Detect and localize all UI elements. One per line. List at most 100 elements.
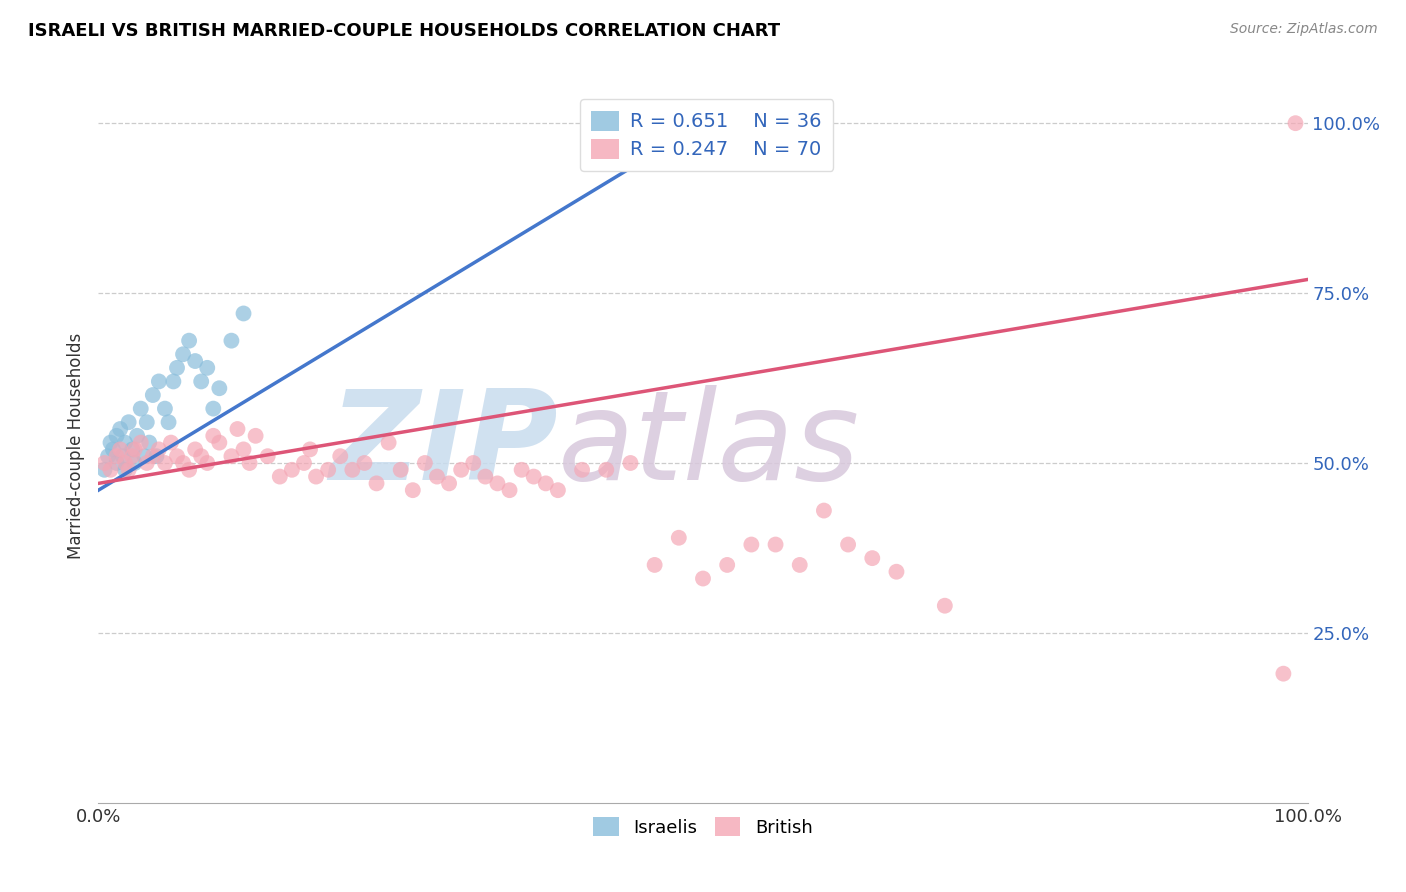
Point (105, 429, 128, 443)
Point (765, 537, 787, 551)
Point (860, 551, 883, 566)
Point (426, 469, 449, 483)
Point (281, 463, 304, 477)
Point (114, 463, 136, 477)
Text: ZIP: ZIP (329, 385, 558, 507)
Point (114, 456, 136, 470)
Point (145, 449, 167, 463)
Point (1272, 666, 1295, 681)
Point (162, 375, 184, 389)
Point (97, 449, 120, 463)
Point (226, 422, 249, 436)
Point (142, 388, 165, 402)
Point (121, 442, 143, 457)
Point (292, 456, 315, 470)
Y-axis label: Married-couple Households: Married-couple Households (66, 333, 84, 559)
Point (595, 463, 617, 477)
Point (716, 558, 738, 572)
Point (195, 360, 218, 375)
Point (523, 469, 546, 483)
Point (668, 531, 690, 545)
Point (129, 401, 152, 416)
Point (100, 435, 122, 450)
Point (111, 449, 134, 463)
Point (245, 429, 267, 443)
Point (510, 463, 533, 477)
Point (789, 558, 811, 572)
Point (486, 476, 509, 491)
Point (305, 469, 328, 483)
Text: ISRAELI VS BRITISH MARRIED-COUPLE HOUSEHOLDS CORRELATION CHART: ISRAELI VS BRITISH MARRIED-COUPLE HOUSEH… (28, 22, 780, 40)
Point (232, 306, 254, 320)
Point (353, 456, 375, 470)
Point (166, 449, 188, 463)
Point (190, 375, 212, 389)
Point (534, 476, 557, 491)
Point (202, 401, 225, 416)
Point (571, 463, 593, 477)
Point (108, 442, 131, 457)
Point (740, 537, 762, 551)
Text: Source: ZipAtlas.com: Source: ZipAtlas.com (1230, 22, 1378, 37)
Point (93, 463, 115, 477)
Point (172, 347, 194, 361)
Point (692, 572, 714, 586)
Point (166, 360, 188, 375)
Point (184, 442, 207, 457)
Point (129, 435, 152, 450)
Point (172, 456, 194, 470)
Point (679, 123, 702, 137)
Point (160, 435, 183, 450)
Point (208, 381, 231, 395)
Point (299, 442, 322, 457)
Point (221, 334, 243, 348)
Point (402, 483, 425, 498)
Point (121, 449, 143, 463)
Point (124, 456, 146, 470)
Legend: Israelis, British: Israelis, British (586, 810, 820, 844)
Point (124, 442, 146, 457)
Point (195, 456, 218, 470)
Text: atlas: atlas (558, 385, 860, 507)
Point (813, 503, 835, 517)
Point (619, 456, 641, 470)
Point (153, 401, 176, 416)
Point (105, 456, 128, 470)
Point (148, 442, 170, 457)
Point (114, 435, 136, 450)
Point (498, 483, 520, 498)
Point (179, 334, 201, 348)
Point (366, 476, 388, 491)
Point (179, 463, 201, 477)
Point (413, 456, 436, 470)
Point (329, 449, 352, 463)
Point (118, 415, 141, 429)
Point (239, 456, 262, 470)
Point (886, 565, 908, 579)
Point (157, 415, 180, 429)
Point (184, 354, 207, 368)
Point (269, 469, 291, 483)
Point (450, 463, 472, 477)
Point (644, 144, 666, 158)
Point (153, 456, 176, 470)
Point (934, 599, 956, 613)
Point (1284, 116, 1306, 130)
Point (101, 442, 124, 457)
Point (105, 449, 128, 463)
Point (389, 463, 412, 477)
Point (134, 449, 156, 463)
Point (93, 456, 115, 470)
Point (547, 483, 569, 498)
Point (208, 435, 231, 450)
Point (256, 449, 278, 463)
Point (108, 422, 131, 436)
Point (474, 469, 496, 483)
Point (118, 463, 141, 477)
Point (135, 415, 157, 429)
Point (232, 442, 254, 457)
Point (100, 463, 122, 477)
Point (644, 558, 666, 572)
Point (142, 449, 165, 463)
Point (316, 463, 339, 477)
